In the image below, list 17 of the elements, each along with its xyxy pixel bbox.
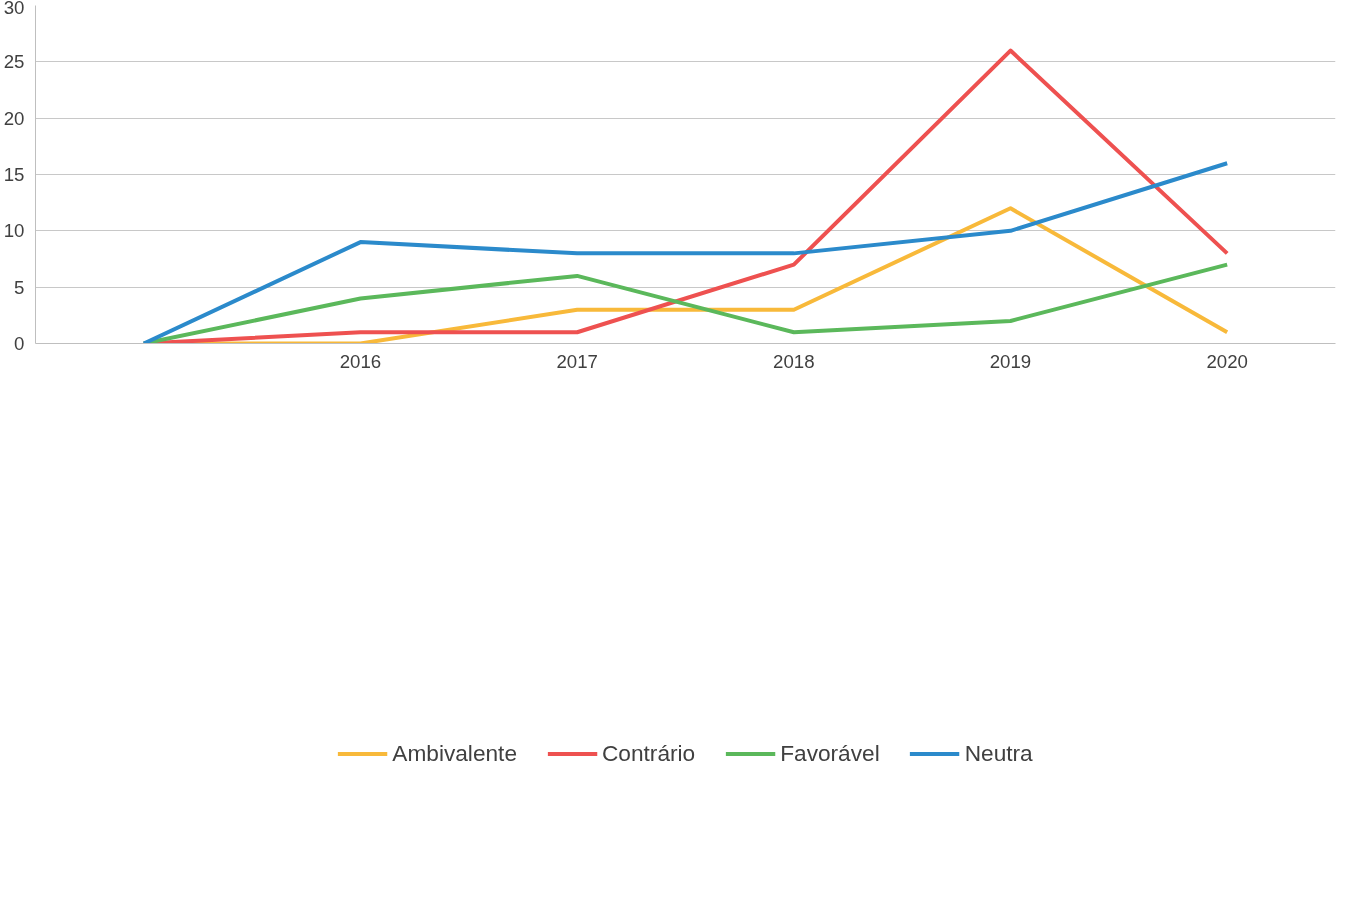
y-tick-label: 10 (3, 220, 25, 242)
x-tick-label: 2020 (1206, 350, 1248, 372)
x-tick-label: 2017 (556, 350, 598, 372)
legend-label: Neutra (964, 739, 1033, 767)
legend-label: Ambivalente (392, 739, 517, 767)
legend-label: Contrário (602, 739, 696, 767)
y-tick-label: 0 (14, 333, 25, 354)
x-tick-label: 2016 (339, 350, 382, 372)
x-tick-label: 2019 (989, 350, 1032, 372)
x-tick-label: 2018 (773, 350, 815, 372)
y-tick-label: 30 (3, 0, 25, 18)
y-tick-label: 20 (3, 107, 25, 129)
legend-label: Favorável (780, 739, 880, 767)
y-tick-label: 25 (3, 51, 25, 73)
y-tick-label: 5 (14, 276, 25, 298)
line-series (141, 161, 1230, 344)
y-tick-label: 15 (3, 164, 25, 185)
